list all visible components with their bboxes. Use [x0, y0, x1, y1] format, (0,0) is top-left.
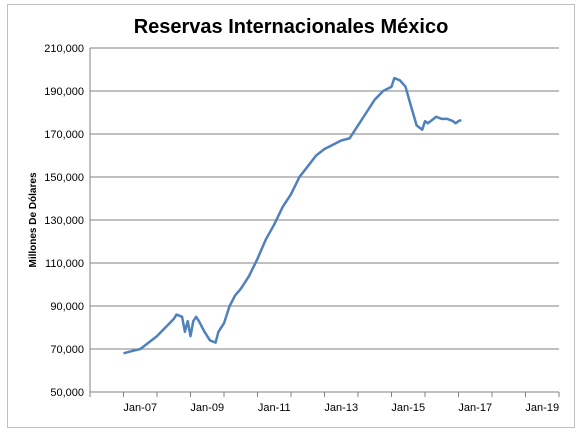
y-tick-labels: 50,000 70,000 90,000 110,000 130,000 150,000 1…	[44, 43, 84, 399]
x-tick-label: Jan-17	[458, 402, 492, 414]
y-tick-label: 90,000	[50, 301, 84, 313]
y-tick-label: 190,000	[44, 86, 84, 98]
x-tick-label: Jan-15	[391, 402, 425, 414]
chart-frame	[7, 4, 575, 428]
series-line	[123, 76, 462, 355]
y-axis-label: Millones De Dólares	[28, 172, 39, 267]
y-tick-label: 150,000	[44, 172, 84, 184]
x-tick-label: Jan-11	[258, 402, 291, 414]
y-tick-label: 70,000	[50, 344, 84, 356]
axes	[89, 48, 560, 397]
y-tick-label: 130,000	[44, 215, 84, 227]
x-tick-label: Jan-13	[324, 402, 358, 414]
y-tick-label: 110,000	[45, 258, 84, 270]
gridlines	[90, 47, 559, 393]
x-tick-label: Jan-09	[190, 402, 224, 414]
x-tick-label: Jan-07	[123, 402, 157, 414]
x-tick-labels: Jan-07 Jan-09 Jan-11 Jan-13 Jan-15 Jan-17 Jan-…	[123, 402, 559, 414]
y-tick-label: 50,000	[50, 387, 84, 399]
x-tick-label: Jan-19	[525, 402, 559, 414]
chart-title: Reservas Internacionales México	[134, 16, 449, 38]
y-tick-label: 170,000	[44, 129, 84, 141]
y-tick-label: 210,000	[44, 43, 84, 55]
